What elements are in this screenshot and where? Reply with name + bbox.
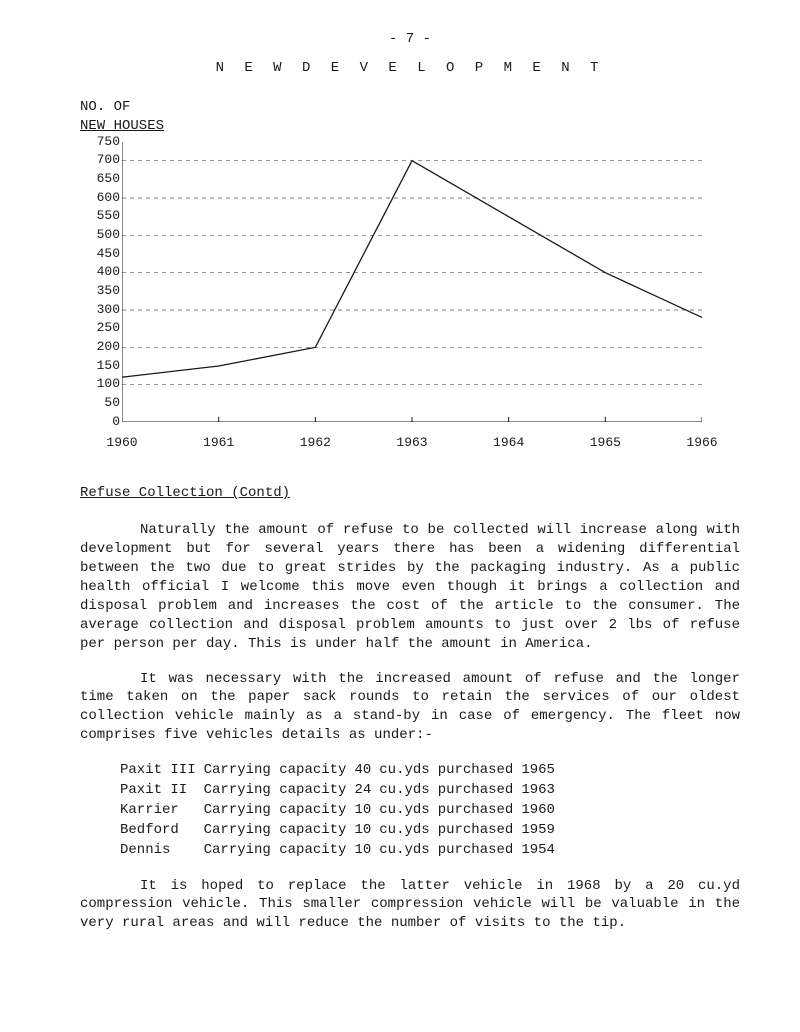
table-cell: Paxit II	[120, 781, 204, 801]
table-cell: purchased	[438, 841, 522, 861]
y-tick: 100	[97, 375, 120, 393]
table-cell: cu.yds	[379, 841, 437, 861]
y-tick: 500	[97, 226, 120, 244]
table-cell: 1954	[521, 841, 563, 861]
table-cell: 1959	[521, 821, 563, 841]
table-cell: 24	[354, 781, 379, 801]
table-cell: purchased	[438, 781, 522, 801]
document-page: - 7 - N E W D E V E L O P M E N T NO. OF…	[0, 0, 800, 1032]
table-cell: cu.yds	[379, 761, 437, 781]
paragraph-1: Naturally the amount of refuse to be col…	[80, 521, 740, 653]
x-tick: 1963	[396, 434, 427, 452]
x-tick-labels: 1960196119621963196419651966	[122, 434, 702, 454]
x-tick: 1964	[493, 434, 524, 452]
x-tick: 1960	[106, 434, 137, 452]
table-cell: Carrying capacity	[204, 761, 355, 781]
page-title: N E W D E V E L O P M E N T	[80, 59, 740, 78]
section-heading: Refuse Collection (Contd)	[80, 484, 740, 503]
table-cell: cu.yds	[379, 821, 437, 841]
table-cell: 1960	[521, 801, 563, 821]
table-cell: 40	[354, 761, 379, 781]
page-number: - 7 -	[80, 30, 740, 49]
y-tick: 750	[97, 133, 120, 151]
axis-label-line2: NEW HOUSES	[80, 117, 740, 136]
axis-label-line1: NO. OF	[80, 98, 740, 117]
table-cell: purchased	[438, 761, 522, 781]
x-tick: 1961	[203, 434, 234, 452]
y-tick: 200	[97, 338, 120, 356]
table-cell: purchased	[438, 801, 522, 821]
table-cell: 10	[354, 801, 379, 821]
table-row: Paxit IICarrying capacity24cu.ydspurchas…	[120, 781, 563, 801]
table-row: Paxit IIICarrying capacity40cu.ydspurcha…	[120, 761, 563, 781]
table-cell: 10	[354, 821, 379, 841]
table-cell: Paxit III	[120, 761, 204, 781]
table-cell: Carrying capacity	[204, 801, 355, 821]
table-cell: 10	[354, 841, 379, 861]
table-cell: Carrying capacity	[204, 841, 355, 861]
section-heading-text: Refuse Collection	[80, 485, 223, 501]
y-tick: 450	[97, 245, 120, 263]
table-cell: 1963	[521, 781, 563, 801]
table-cell: Bedford	[120, 821, 204, 841]
table-cell: cu.yds	[379, 781, 437, 801]
y-tick: 650	[97, 170, 120, 188]
y-tick: 50	[104, 394, 120, 412]
table-row: KarrierCarrying capacity10cu.ydspurchase…	[120, 801, 563, 821]
table-cell: Dennis	[120, 841, 204, 861]
y-tick: 400	[97, 263, 120, 281]
table-cell: purchased	[438, 821, 522, 841]
table-cell: Karrier	[120, 801, 204, 821]
section-heading-suffix: (Contd)	[223, 485, 290, 501]
table-cell: cu.yds	[379, 801, 437, 821]
vehicles-table: Paxit IIICarrying capacity40cu.ydspurcha…	[120, 761, 563, 860]
y-tick: 300	[97, 301, 120, 319]
x-tick: 1965	[590, 434, 621, 452]
y-tick: 550	[97, 207, 120, 225]
y-tick: 700	[97, 151, 120, 169]
table-cell: Carrying capacity	[204, 821, 355, 841]
y-tick: 0	[112, 413, 120, 431]
table-row: BedfordCarrying capacity10cu.ydspurchase…	[120, 821, 563, 841]
y-tick-labels: 7507006506005505004504003503002502001501…	[80, 142, 120, 422]
y-tick: 250	[97, 319, 120, 337]
chart-svg	[122, 142, 702, 422]
paragraph-3: It is hoped to replace the latter vehicl…	[80, 877, 740, 934]
y-tick: 600	[97, 189, 120, 207]
paragraph-2: It was necessary with the increased amou…	[80, 670, 740, 746]
y-tick: 150	[97, 357, 120, 375]
table-row: DennisCarrying capacity10cu.ydspurchased…	[120, 841, 563, 861]
x-tick: 1966	[686, 434, 717, 452]
x-tick: 1962	[300, 434, 331, 452]
y-tick: 350	[97, 282, 120, 300]
y-axis-title: NO. OF NEW HOUSES	[80, 98, 740, 136]
line-chart: 7507006506005505004504003503002502001501…	[122, 142, 740, 455]
table-cell: 1965	[521, 761, 563, 781]
table-cell: Carrying capacity	[204, 781, 355, 801]
